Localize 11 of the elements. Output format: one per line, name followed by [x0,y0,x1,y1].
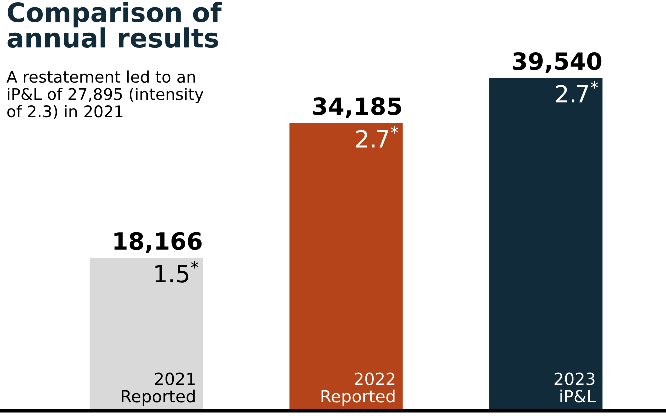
annotation: 2.7$^{*}$ [356,126,398,148]
data-label: 39,540 [513,52,602,74]
x-tick-label: 2023 iP&L [554,372,596,403]
data-label: 18,166 [114,232,202,254]
text: A restatement led to an iP&L of 27,895 (intensity of 2.3) in 2021 [6,70,204,120]
annotation: 1.5$^{*}$ [156,261,199,283]
x-tick-label: 2022 Reported [322,372,395,406]
data-label: 34,185 [313,98,402,118]
annotation: 2.7$^{*}$ [556,81,598,103]
x-tick-label: 2021 Reported [122,372,195,406]
chart-title: Comparison of annual results [8,2,222,48]
